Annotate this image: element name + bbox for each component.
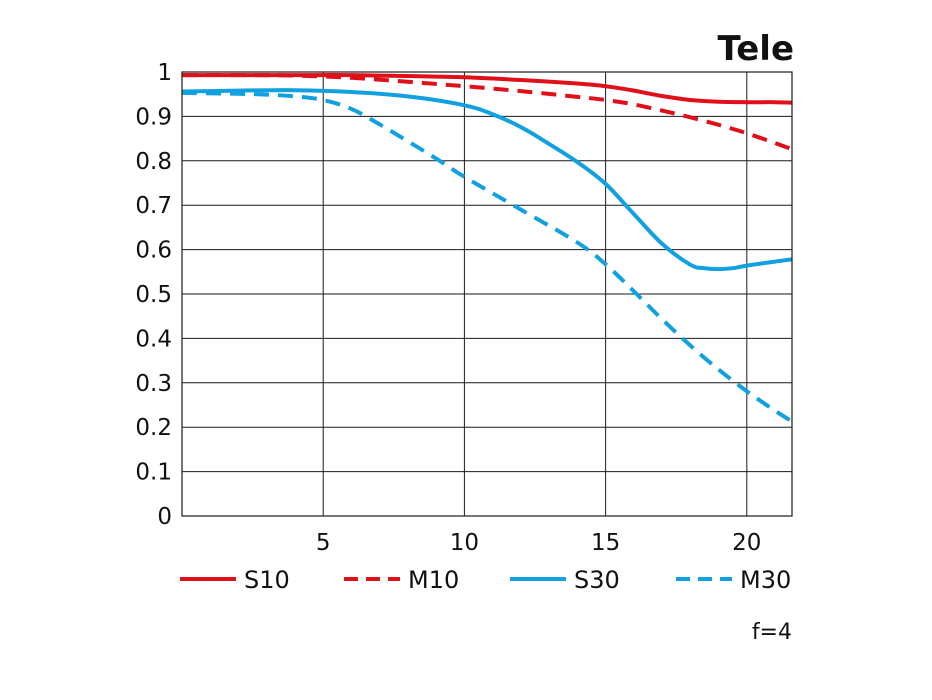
x-axis-tick-labels: 5 10 15 20	[316, 530, 762, 556]
x-tick-label: 5	[316, 530, 331, 556]
legend-label: S30	[574, 566, 620, 594]
legend-item-s30: S30	[510, 566, 620, 594]
x-tick-label: 15	[591, 530, 620, 556]
y-tick-label: 0.9	[135, 104, 172, 130]
aperture-note: f=4	[752, 620, 792, 645]
legend-label: M10	[408, 566, 459, 594]
legend-item-m30: M30	[676, 566, 791, 594]
legend-label: M30	[740, 566, 791, 594]
chart-title: Tele	[718, 29, 794, 69]
y-axis-tick-labels: 0 0.1 0.2 0.3 0.4 0.5 0.6 0.7 0.8 0.9 1	[135, 60, 172, 530]
series-lines	[182, 73, 792, 424]
series-line-s30	[182, 88, 792, 272]
x-tick-label: 20	[732, 530, 761, 556]
series-line-m10	[182, 73, 792, 152]
y-tick-label: 0.6	[135, 238, 172, 264]
y-tick-label: 0.3	[135, 371, 172, 397]
y-tick-label: 1	[157, 60, 172, 86]
plot-frame	[181, 71, 793, 517]
legend: S10 M10 S30 M30	[180, 566, 791, 594]
legend-item-s10: S10	[180, 566, 290, 594]
grid	[182, 71, 792, 517]
y-tick-label: 0.7	[135, 193, 172, 219]
y-tick-label: 0.1	[135, 460, 172, 486]
x-tick-label: 10	[450, 530, 479, 556]
y-tick-label: 0.5	[135, 282, 172, 308]
series-line-s10	[182, 73, 792, 105]
y-tick-label: 0.4	[135, 326, 172, 352]
legend-label: S10	[244, 566, 290, 594]
legend-item-m10: M10	[344, 566, 459, 594]
y-tick-label: 0.8	[135, 149, 172, 175]
y-tick-label: 0	[157, 504, 172, 530]
series-line-m30	[182, 90, 792, 424]
y-tick-label: 0.2	[135, 415, 172, 441]
